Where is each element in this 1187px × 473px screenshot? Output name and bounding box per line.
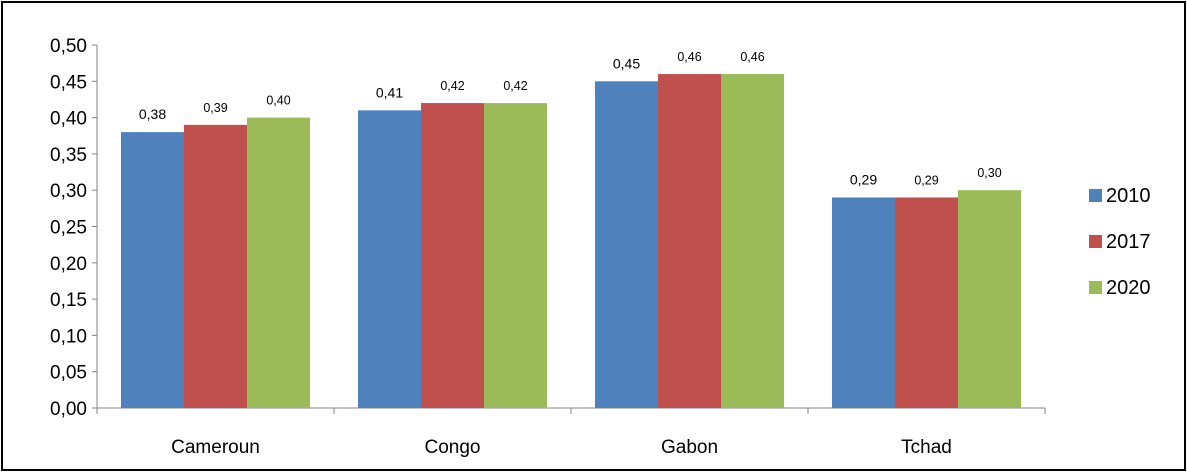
y-tick-label: 0,45 [50, 72, 87, 93]
bar-2020-cameroun [247, 117, 310, 408]
y-tick-label: 0,15 [50, 290, 87, 311]
data-label: 0,30 [977, 166, 1001, 180]
bar-2010-congo [358, 110, 421, 408]
bar-2017-gabon [658, 74, 721, 408]
data-label: 0,42 [440, 79, 464, 93]
y-tick-label: 0,00 [50, 399, 87, 420]
bar-2010-tchad [832, 197, 895, 408]
y-tick-label: 0,25 [50, 218, 87, 239]
bar-2020-congo [484, 103, 547, 408]
y-tick-label: 0,20 [50, 254, 87, 275]
legend-swatch-2017 [1089, 235, 1102, 248]
bar-2017-congo [421, 103, 484, 408]
legend-swatch-2010 [1089, 189, 1102, 202]
bar-2010-cameroun [121, 132, 184, 408]
x-tick-label: Cameroun [171, 437, 260, 458]
data-label: 0,38 [139, 106, 166, 122]
y-tick-label: 0,05 [50, 363, 87, 384]
data-label: 0,46 [740, 50, 764, 64]
bar-2020-tchad [958, 190, 1021, 408]
bar-2010-gabon [595, 81, 658, 409]
bar-2020-gabon [721, 74, 784, 408]
legend-label: 2010 [1106, 185, 1151, 207]
y-tick-label: 0,35 [50, 145, 87, 166]
data-label: 0,29 [914, 173, 938, 187]
legend-label: 2020 [1106, 277, 1151, 299]
y-tick-label: 0,50 [50, 36, 87, 57]
x-tick-label: Tchad [901, 437, 952, 458]
data-label: 0,41 [376, 84, 403, 100]
bar-2017-tchad [895, 197, 958, 408]
data-label: 0,40 [266, 94, 290, 108]
y-tick-label: 0,10 [50, 326, 87, 347]
bar-2017-cameroun [184, 124, 247, 409]
legend-swatch-2020 [1089, 281, 1102, 294]
legend-label: 2017 [1106, 231, 1151, 253]
data-label: 0,39 [203, 101, 227, 115]
data-label: 0,29 [850, 171, 877, 187]
y-tick-label: 0,30 [50, 181, 87, 202]
data-label: 0,46 [677, 50, 701, 64]
x-tick-label: Congo [425, 437, 481, 458]
data-label: 0,45 [613, 55, 640, 71]
x-tick-label: Gabon [661, 437, 718, 458]
data-label: 0,42 [503, 79, 527, 93]
y-tick-label: 0,40 [50, 109, 87, 130]
